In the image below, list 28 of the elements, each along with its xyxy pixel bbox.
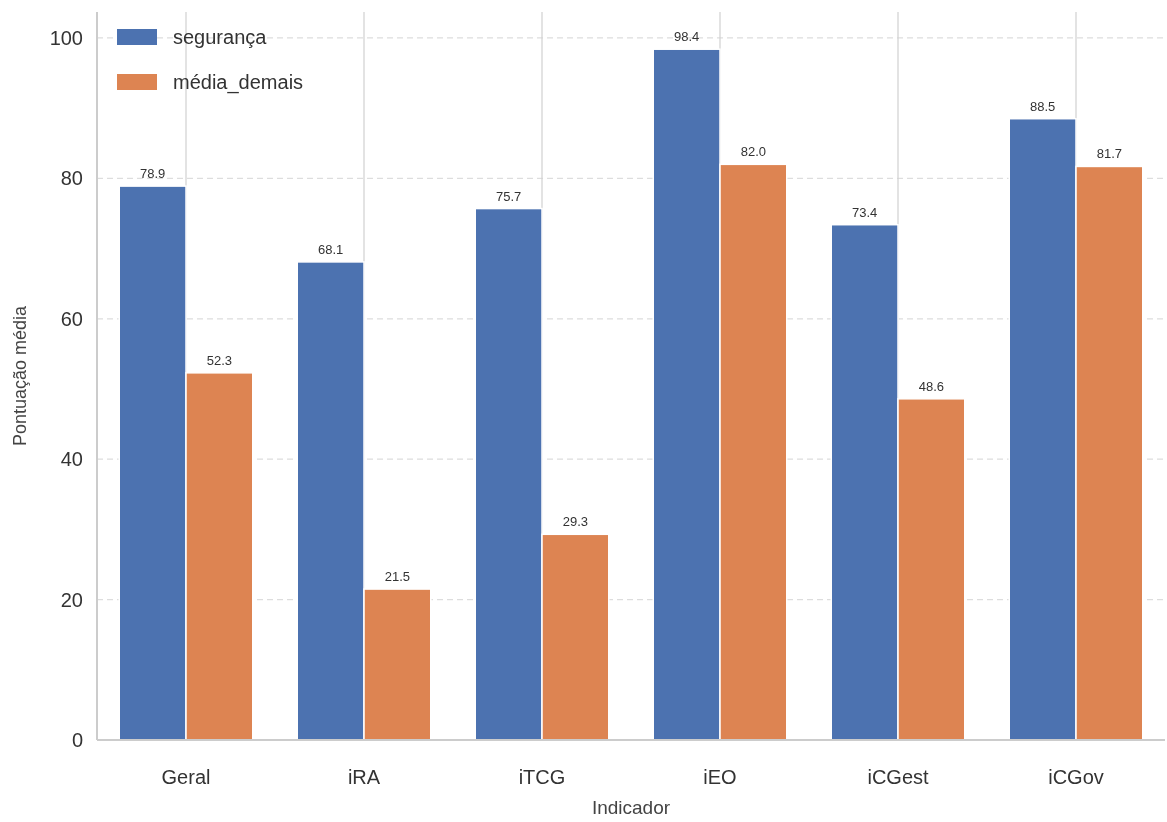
data-label: 98.4 [673,29,700,45]
legend-label: média_demais [173,71,304,94]
x-tick-label: iRA [347,766,381,788]
x-tick-label: iCGov [1048,766,1104,788]
x-axis-title: Indicador [591,797,671,818]
data-label: 81.7 [1096,146,1123,162]
data-label: 78.9 [139,166,166,182]
x-tick-label: Geral [161,766,211,788]
y-axis-title: Pontuação média [10,304,30,447]
data-label: 21.5 [384,569,411,585]
legend-label: segurança [173,26,268,48]
y-tick-label: 80 [60,167,83,190]
y-tick-label: 100 [49,26,83,49]
data-label: 52.3 [206,352,233,368]
data-label: 68.1 [317,241,344,257]
data-label: 29.3 [562,514,589,530]
data-label: 88.5 [1029,98,1056,114]
y-tick-label: 60 [60,307,83,330]
data-label: 75.7 [495,188,522,204]
y-tick-label: 40 [60,448,83,471]
y-tick-label: 0 [71,729,83,751]
data-label: 82.0 [740,144,767,160]
data-label: 73.4 [851,204,878,220]
x-tick-label: iTCG [518,766,566,788]
x-tick-label: iCGest [867,766,929,788]
data-label: 48.6 [918,378,945,394]
y-tick-label: 20 [60,588,83,611]
x-tick-label: iEO [703,766,737,788]
